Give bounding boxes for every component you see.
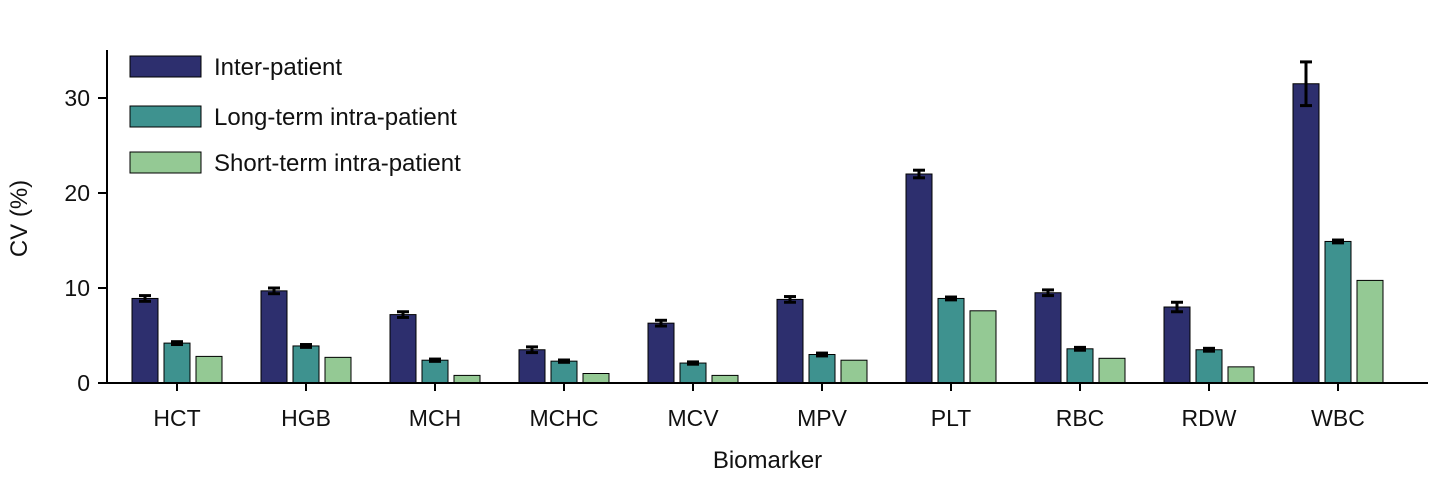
bar-mpv-series-3 xyxy=(840,359,868,384)
bar-hct-series-3 xyxy=(195,355,223,384)
legend-swatch xyxy=(129,55,202,78)
error-bar-hct-series-2 xyxy=(171,340,183,347)
bar-plt-series-3 xyxy=(969,310,997,384)
x-tick-label-rdw: RDW xyxy=(1182,405,1237,431)
bar-rbc-series-1 xyxy=(1034,292,1062,384)
bar-rbc-series-3 xyxy=(1098,357,1126,384)
x-tick-label-hgb: HGB xyxy=(281,405,331,431)
error-bar-plt-series-2 xyxy=(945,295,957,302)
error-bar-hct-series-1 xyxy=(139,294,151,303)
y-tick-label: 30 xyxy=(64,85,90,111)
error-bar-hgb-series-1 xyxy=(268,286,280,296)
bar-mcv-series-3 xyxy=(711,374,739,384)
error-bar-mpv-series-2 xyxy=(816,351,828,358)
bar-mchc-series-1 xyxy=(518,349,546,384)
x-tick-label-wbc: WBC xyxy=(1311,405,1365,431)
error-bar-rbc-series-2 xyxy=(1074,345,1086,352)
legend-swatch xyxy=(129,151,202,174)
legend: Inter-patient Long-term intra-patient Shor… xyxy=(129,54,461,177)
bar-mcv-series-2 xyxy=(679,362,707,384)
error-bar-mchc-series-1 xyxy=(526,345,538,355)
bar-hgb-series-1 xyxy=(260,290,288,384)
bar-hgb-series-2 xyxy=(292,345,320,384)
error-bar-wbc-series-1 xyxy=(1300,60,1312,108)
error-bar-rdw-series-2 xyxy=(1203,346,1215,353)
bar-wbc-series-2 xyxy=(1324,240,1352,384)
x-tick-label-mch: MCH xyxy=(409,405,461,431)
error-bar-rdw-series-1 xyxy=(1171,300,1183,314)
bar-rdw-series-3 xyxy=(1227,366,1255,384)
bar-hgb-series-3 xyxy=(324,356,352,384)
bar-mcv-series-1 xyxy=(647,322,675,384)
error-bar-mpv-series-1 xyxy=(784,295,796,304)
error-bar-mcv-series-2 xyxy=(687,360,699,366)
x-tick-label-rbc: RBC xyxy=(1056,405,1105,431)
y-tick-label: 10 xyxy=(64,275,90,301)
legend-item-series-2: Long-term intra-patient xyxy=(129,104,457,131)
error-bar-rbc-series-1 xyxy=(1042,288,1054,298)
bar-mpv-series-2 xyxy=(808,354,836,384)
y-tick-label: 20 xyxy=(64,180,90,206)
x-ticks-group: HCT HGB MCH MCHC MCV MPV PLT RBC RDW WBC xyxy=(153,383,1365,431)
x-tick-label-mcv: MCV xyxy=(667,405,719,431)
legend-label: Inter-patient xyxy=(214,54,342,81)
y-ticks-group: 0 10 20 30 xyxy=(64,85,107,396)
bar-mpv-series-1 xyxy=(776,298,804,384)
x-tick-label-plt: PLT xyxy=(931,405,971,431)
y-tick-label: 0 xyxy=(77,370,90,396)
bar-mchc-series-3 xyxy=(582,373,610,384)
bars-group xyxy=(131,83,1384,384)
bar-wbc-series-1 xyxy=(1292,83,1320,384)
y-axis-title: CV (%) xyxy=(6,180,33,257)
error-bar-mchc-series-2 xyxy=(558,358,570,364)
bar-hct-series-2 xyxy=(163,342,191,384)
bar-hct-series-1 xyxy=(131,297,159,384)
legend-item-series-3: Short-term intra-patient xyxy=(129,150,461,177)
bar-plt-series-1 xyxy=(905,173,933,384)
x-axis-title: Biomarker xyxy=(713,447,822,474)
bar-rdw-series-1 xyxy=(1163,306,1191,384)
legend-label: Short-term intra-patient xyxy=(214,150,461,177)
bar-mchc-series-2 xyxy=(550,360,578,384)
bar-plt-series-2 xyxy=(937,297,965,384)
error-bar-wbc-series-2 xyxy=(1332,238,1344,245)
error-bar-mch-series-2 xyxy=(429,357,441,363)
legend-label: Long-term intra-patient xyxy=(214,104,457,131)
error-bar-mch-series-1 xyxy=(397,310,409,319)
x-tick-label-mchc: MCHC xyxy=(530,405,599,431)
error-bar-mcv-series-1 xyxy=(655,318,667,328)
error-bar-plt-series-1 xyxy=(913,168,925,180)
legend-swatch xyxy=(129,105,202,128)
x-tick-label-hct: HCT xyxy=(153,405,200,431)
bar-mch-series-1 xyxy=(389,314,417,384)
x-tick-label-mpv: MPV xyxy=(797,405,848,431)
bar-rbc-series-2 xyxy=(1066,348,1094,384)
bar-mch-series-2 xyxy=(421,359,449,384)
bar-wbc-series-3 xyxy=(1356,279,1384,384)
bar-mch-series-3 xyxy=(453,374,481,384)
error-bar-hgb-series-2 xyxy=(300,343,312,349)
error-bars-group xyxy=(139,60,1344,366)
legend-item-series-1: Inter-patient xyxy=(129,54,342,81)
bar-rdw-series-2 xyxy=(1195,349,1223,384)
